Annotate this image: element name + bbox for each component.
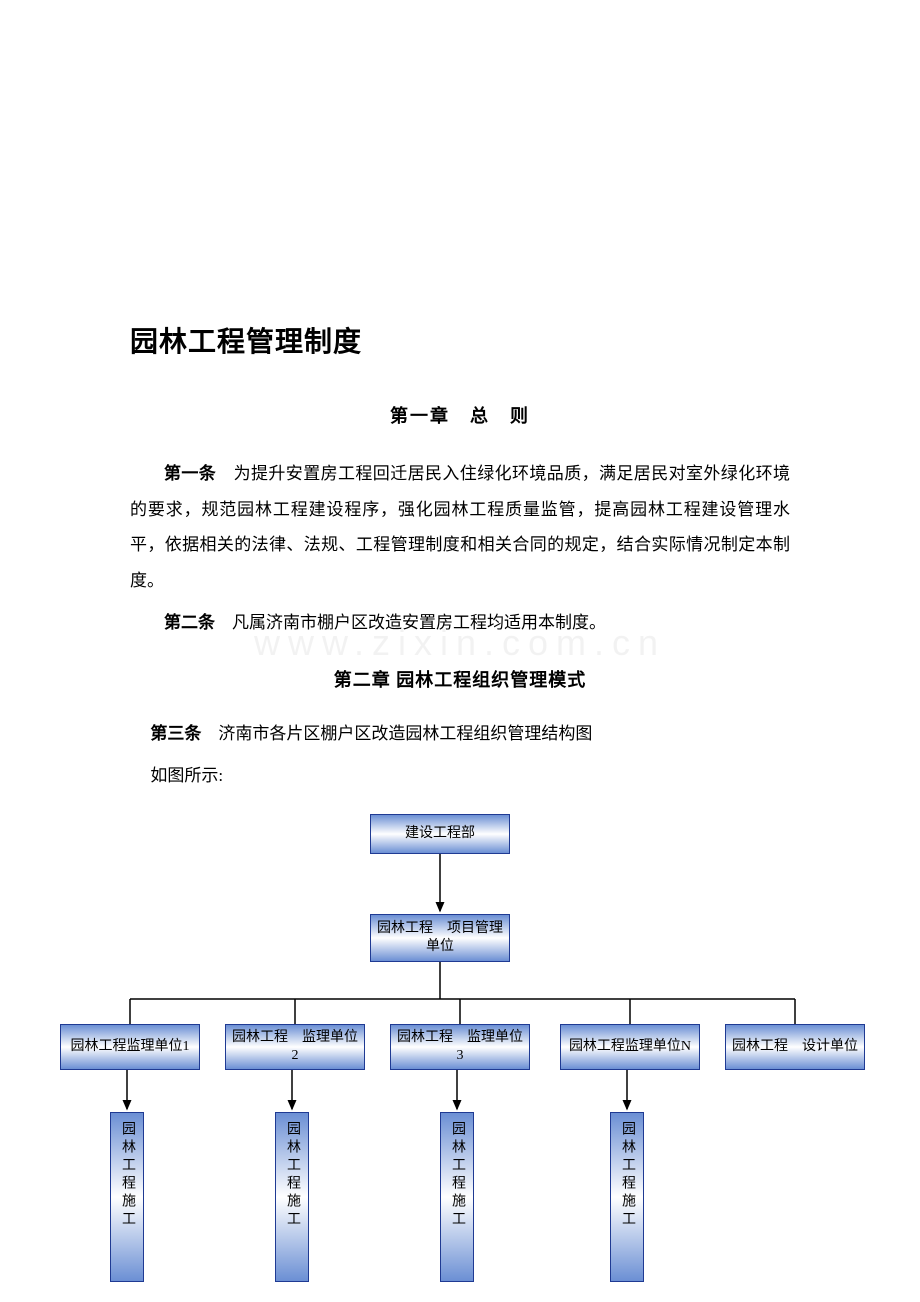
org-flowchart: 建设工程部园林工程 项目管理单位园林工程监理单位1园林工程 监理单位2园林工程 … — [70, 814, 730, 1284]
flowchart-node-v1: 园林工程施工 — [110, 1112, 144, 1282]
chapter-2-title: 第二章 园林工程组织管理模式 — [130, 666, 790, 692]
document-page: www.zixin.com.cn 园林工程管理制度 第一章 总 则 第一条 为提… — [0, 0, 920, 1284]
article-2-label: 第二条 — [164, 613, 215, 632]
article-3-label: 第三条 — [150, 724, 201, 743]
chapter-1-title: 第一章 总 则 — [130, 402, 790, 428]
article-2-text: 凡属济南市棚户区改造安置房工程均适用本制度。 — [215, 613, 606, 632]
flowchart-node-pm: 园林工程 项目管理单位 — [370, 914, 510, 962]
flowchart-node-c5: 园林工程 设计单位 — [725, 1024, 865, 1070]
article-3-text: 济南市各片区棚户区改造园林工程组织管理结构图 — [201, 724, 592, 743]
flowchart-node-c4: 园林工程监理单位N — [560, 1024, 700, 1070]
article-1: 第一条 为提升安置房工程回迁居民入住绿化环境品质，满足居民对室外绿化环境的要求，… — [130, 456, 790, 599]
flowchart-node-root: 建设工程部 — [370, 814, 510, 854]
article-1-text: 为提升安置房工程回迁居民入住绿化环境品质，满足居民对室外绿化环境的要求，规范园林… — [130, 464, 790, 590]
flowchart-node-c1: 园林工程监理单位1 — [60, 1024, 200, 1070]
flowchart-node-c3: 园林工程 监理单位3 — [390, 1024, 530, 1070]
flowchart-node-v4: 园林工程施工 — [610, 1112, 644, 1282]
flowchart-node-v2: 园林工程施工 — [275, 1112, 309, 1282]
flowchart-node-c2: 园林工程 监理单位2 — [225, 1024, 365, 1070]
article-1-label: 第一条 — [164, 464, 216, 483]
document-title: 园林工程管理制度 — [130, 320, 790, 360]
article-3-subtext: 如图所示: — [130, 758, 790, 794]
article-2: 第二条 凡属济南市棚户区改造安置房工程均适用本制度。 — [130, 605, 790, 641]
article-3: 第三条 济南市各片区棚户区改造园林工程组织管理结构图 — [130, 716, 790, 752]
flowchart-node-v3: 园林工程施工 — [440, 1112, 474, 1282]
